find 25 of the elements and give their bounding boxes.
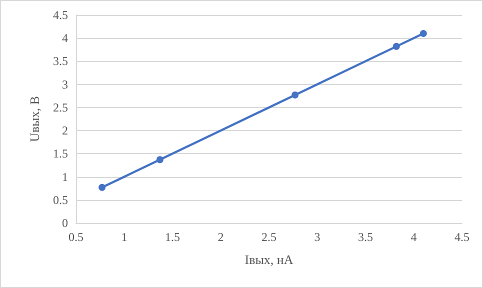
y-tick-label: 0: [62, 216, 68, 230]
x-tick-label: 1: [121, 230, 128, 244]
point: [292, 91, 299, 98]
x-tick-label: 1.5: [165, 230, 180, 244]
x-tick-label: 3.5: [358, 230, 373, 244]
y-tick-label: 4.5: [53, 8, 68, 22]
point: [392, 42, 400, 50]
y-tick-label: 2: [62, 124, 68, 138]
point: [98, 184, 106, 191]
y-tick-label: 2.5: [53, 100, 68, 114]
x-tick-label: 4.5: [454, 230, 470, 244]
x-tick-label: 4: [410, 230, 417, 244]
x-tick-label: 2: [218, 230, 224, 244]
point: [420, 30, 427, 37]
x-axis-title: Iвых, нА: [244, 252, 294, 267]
y-tick-label: 1: [62, 170, 68, 184]
y-tick-label: 0.5: [53, 192, 68, 207]
y-tick-label: 3.5: [53, 54, 68, 68]
x-tick-label: 2.5: [262, 230, 276, 244]
x-tick-label: 3: [314, 230, 320, 244]
y-tick-label: 4: [62, 31, 68, 46]
point: [156, 156, 164, 164]
y-axis-title: Uвых, В: [27, 96, 42, 142]
y-tick-label: 3: [62, 77, 68, 92]
y-tick-label: 1.5: [53, 146, 68, 161]
